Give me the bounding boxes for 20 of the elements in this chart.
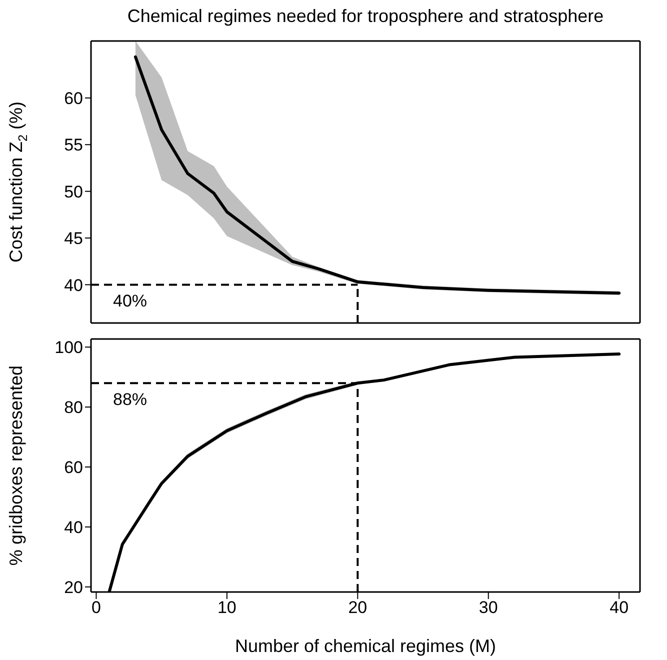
x-tick-label: 30 <box>478 598 498 618</box>
y-tick-label: 45 <box>64 229 83 248</box>
y-tick-label: 20 <box>64 578 83 597</box>
y-tick-label: 40 <box>64 518 83 537</box>
y-tick-label: 55 <box>64 136 83 155</box>
ref-line-label: 88% <box>113 390 148 410</box>
x-tick-label: 10 <box>217 598 236 618</box>
y-tick-label: 50 <box>64 182 83 202</box>
y-tick-label: 100 <box>54 338 83 358</box>
x-tick-label: 0 <box>91 598 101 618</box>
y-tick-label: 60 <box>64 88 83 108</box>
y-tick-label: 60 <box>64 458 83 478</box>
chart-title: Chemical regimes needed for troposphere and stratosphere <box>126 6 605 27</box>
x-tick-label: 20 <box>348 598 368 618</box>
x-axis-title: Number of chemical regimes (M) <box>234 636 496 656</box>
ref-line-label: 40% <box>113 292 148 311</box>
y-tick-label: 40 <box>64 276 83 295</box>
y-axis-title: % gridboxes represented <box>6 365 26 566</box>
y-tick-label: 80 <box>64 398 83 418</box>
x-tick-label: 40 <box>610 598 629 618</box>
